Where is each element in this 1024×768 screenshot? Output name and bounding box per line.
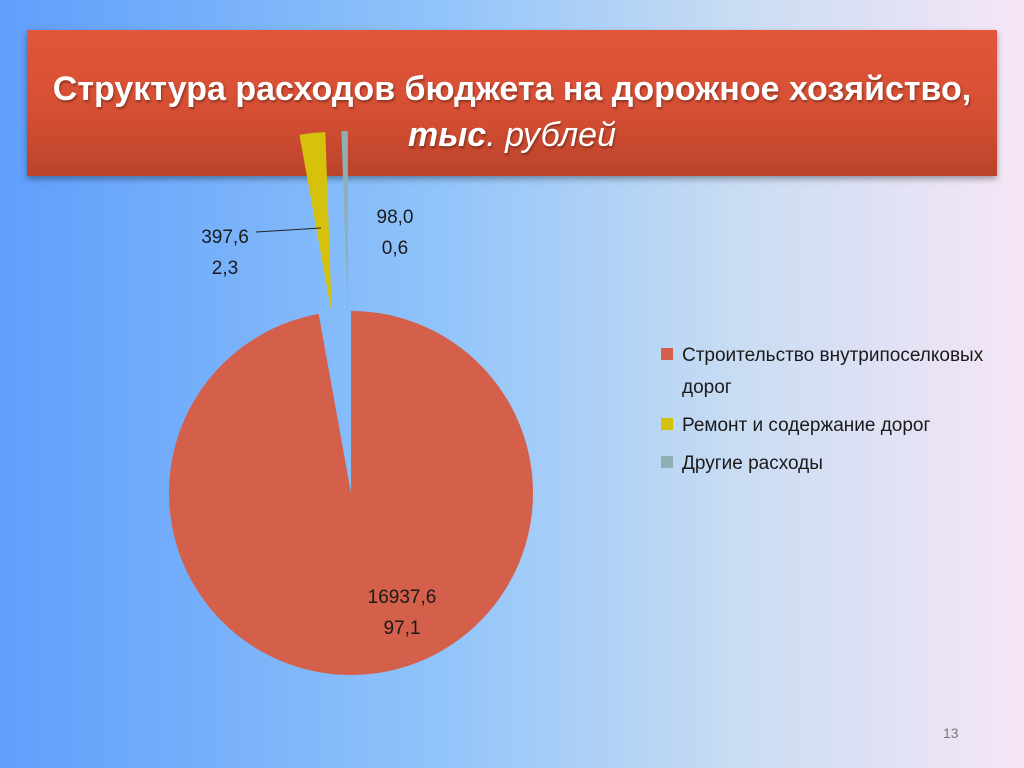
legend-swatch xyxy=(661,456,673,468)
data-label-percent: 2,3 xyxy=(212,258,238,279)
data-label-value: 16937,6 xyxy=(368,587,437,608)
legend-label: Ремонт и содержание дорог xyxy=(682,415,931,436)
pie-slice xyxy=(299,132,332,315)
legend-item: Строительство внутрипоселковых дорог xyxy=(661,340,1001,404)
legend-label: Строительство внутрипоселковых дорог xyxy=(682,345,984,398)
chart-legend: Строительство внутрипоселковых дорог Рем… xyxy=(661,340,1001,486)
legend-swatch xyxy=(661,348,673,360)
title-line-1: Структура расходов бюджета на дорожное х… xyxy=(52,70,972,108)
title-line-2: тыс. рублей xyxy=(27,112,997,158)
data-label-value: 397,6 xyxy=(201,227,249,248)
slide-title: Структура расходов бюджета на дорожное х… xyxy=(27,30,997,176)
page-number: 13 xyxy=(943,725,959,741)
title-unit-rest: . рублей xyxy=(486,116,616,154)
legend-item: Ремонт и содержание дорог xyxy=(661,410,1001,442)
legend-label: Другие расходы xyxy=(682,453,823,474)
pie-slice xyxy=(341,131,348,314)
data-label-value: 98,0 xyxy=(377,207,414,228)
pie-slice xyxy=(168,311,533,675)
leader-line xyxy=(255,227,322,233)
data-label-percent: 0,6 xyxy=(382,238,408,259)
data-label-percent: 97,1 xyxy=(384,618,421,639)
title-unit-bold: тыс xyxy=(408,116,487,154)
legend-item: Другие расходы xyxy=(661,448,1001,480)
legend-swatch xyxy=(661,418,673,430)
